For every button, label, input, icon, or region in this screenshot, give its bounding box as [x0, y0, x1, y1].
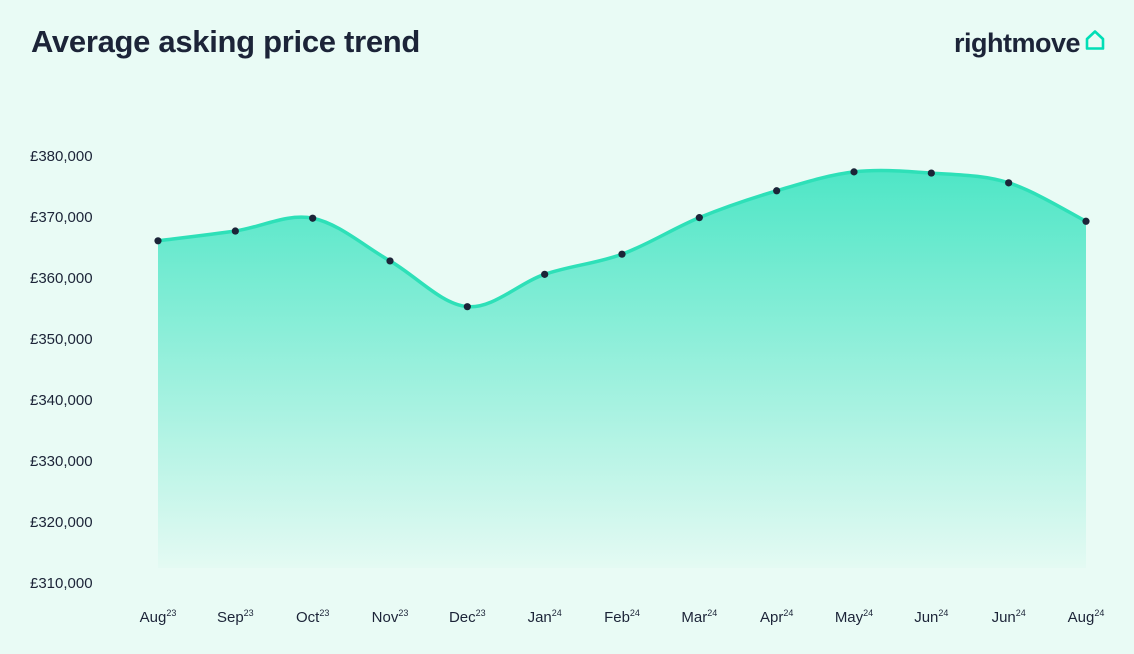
- y-tick-label: £340,000: [30, 392, 93, 409]
- price-area-fill: [158, 170, 1086, 568]
- y-tick-label: £350,000: [30, 331, 93, 348]
- data-point-marker: [1005, 179, 1013, 187]
- data-point-marker: [309, 214, 317, 222]
- x-tick-label: Dec23: [449, 608, 486, 626]
- area-layer: [158, 170, 1086, 568]
- y-axis: £380,000 £370,000 £360,000 £350,000 £340,000…: [30, 148, 93, 592]
- data-point-marker: [231, 227, 239, 235]
- data-point-marker: [463, 303, 471, 311]
- data-point-marker: [773, 187, 781, 195]
- y-tick-label: £370,000: [30, 209, 93, 226]
- x-tick-label: Feb24: [604, 608, 640, 626]
- data-point-marker: [541, 270, 549, 278]
- x-tick-label: Oct23: [296, 608, 329, 626]
- brand-logo: rightmove: [954, 28, 1108, 59]
- x-tick-label: Apr24: [760, 608, 793, 626]
- x-tick-label: Jun24: [914, 608, 948, 626]
- y-tick-label: £310,000: [30, 575, 93, 592]
- x-tick-label: Aug23: [140, 608, 177, 626]
- x-tick-label: Jan24: [528, 608, 562, 626]
- data-point-marker: [386, 257, 394, 265]
- y-tick-label: £330,000: [30, 453, 93, 470]
- x-tick-label: Aug24: [1068, 608, 1105, 626]
- data-point-marker: [695, 214, 703, 222]
- data-point-marker: [927, 169, 935, 177]
- house-outline-icon: [1085, 29, 1105, 50]
- chart-title: Average asking price trend: [31, 24, 421, 59]
- data-point-marker: [1082, 217, 1090, 225]
- marker-layer: [154, 168, 1090, 311]
- x-tick-label: Jun24: [992, 608, 1026, 626]
- data-point-marker: [154, 237, 162, 245]
- x-tick-label: Nov23: [372, 608, 409, 626]
- brand-name: rightmove: [953, 28, 1081, 58]
- data-point-marker: [850, 168, 858, 176]
- x-tick-label: Sep23: [217, 608, 254, 626]
- data-point-marker: [618, 250, 626, 258]
- y-tick-label: £360,000: [30, 270, 93, 287]
- x-tick-label: May24: [835, 608, 873, 626]
- x-tick-label: Mar24: [681, 608, 717, 626]
- y-tick-label: £380,000: [30, 148, 93, 165]
- y-tick-label: £320,000: [30, 514, 93, 531]
- x-axis: Aug23 Sep23 Oct23 Nov23 Dec23 Jan24 Feb24 Mar24…: [140, 608, 1105, 626]
